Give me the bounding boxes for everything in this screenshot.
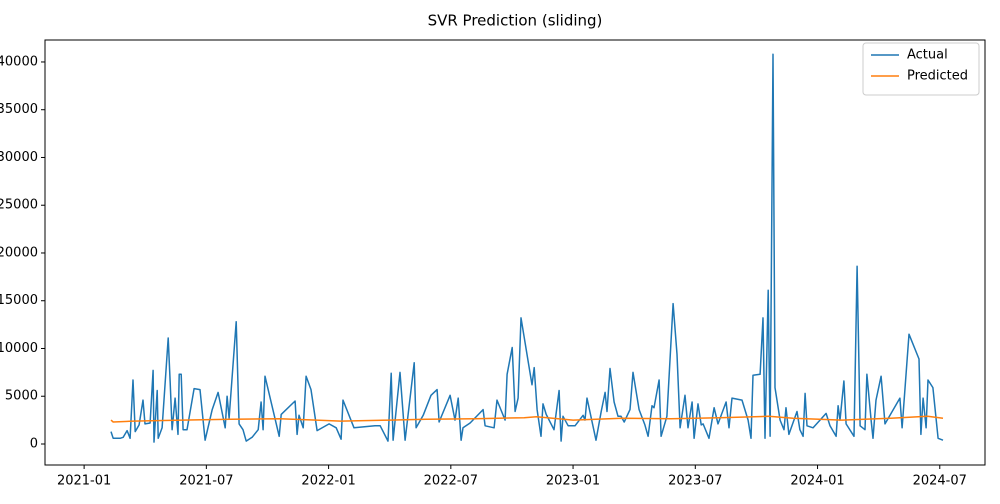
y-tick-label: 5000: [5, 389, 38, 404]
y-tick-label: 40000: [0, 54, 38, 69]
y-tick-label: 15000: [0, 293, 38, 308]
x-tick-label: 2024-07: [913, 474, 967, 489]
x-tick-label: 2021-07: [179, 474, 233, 489]
y-tick-label: 0: [30, 436, 38, 451]
data-line: [110, 53, 944, 443]
y-tick-label: 35000: [0, 102, 38, 117]
y-tick-label: 25000: [0, 198, 38, 213]
y-tick-label: 20000: [0, 245, 38, 260]
x-tick-label: 2023-01: [546, 474, 600, 489]
chart-title: SVR Prediction (sliding): [428, 12, 603, 30]
data-line: [110, 415, 944, 423]
y-tick-label: 10000: [0, 341, 38, 356]
x-tick-label: 2022-07: [424, 474, 478, 489]
y-tick-label: 30000: [0, 150, 38, 165]
x-tick-label: 2024-01: [790, 474, 844, 489]
x-tick-label: 2021-01: [57, 474, 111, 489]
x-tick-label: 2023-07: [668, 474, 722, 489]
legend-label: Predicted: [907, 69, 968, 84]
legend: Actual Predicted: [862, 42, 980, 96]
x-tick-label: 2022-01: [301, 474, 355, 489]
legend-frame: [862, 42, 980, 96]
legend-label: Actual: [907, 48, 948, 63]
